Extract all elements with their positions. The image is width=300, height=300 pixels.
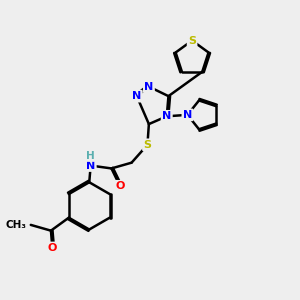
- Text: O: O: [48, 243, 57, 253]
- Text: O: O: [116, 181, 125, 191]
- Text: N: N: [86, 160, 95, 171]
- Text: N: N: [183, 110, 192, 120]
- Text: S: S: [143, 140, 152, 150]
- Text: CH₃: CH₃: [5, 220, 26, 230]
- Text: N: N: [132, 91, 141, 101]
- Text: N: N: [144, 82, 154, 92]
- Text: H: H: [86, 151, 94, 161]
- Text: N: N: [162, 111, 171, 121]
- Text: S: S: [188, 35, 196, 46]
